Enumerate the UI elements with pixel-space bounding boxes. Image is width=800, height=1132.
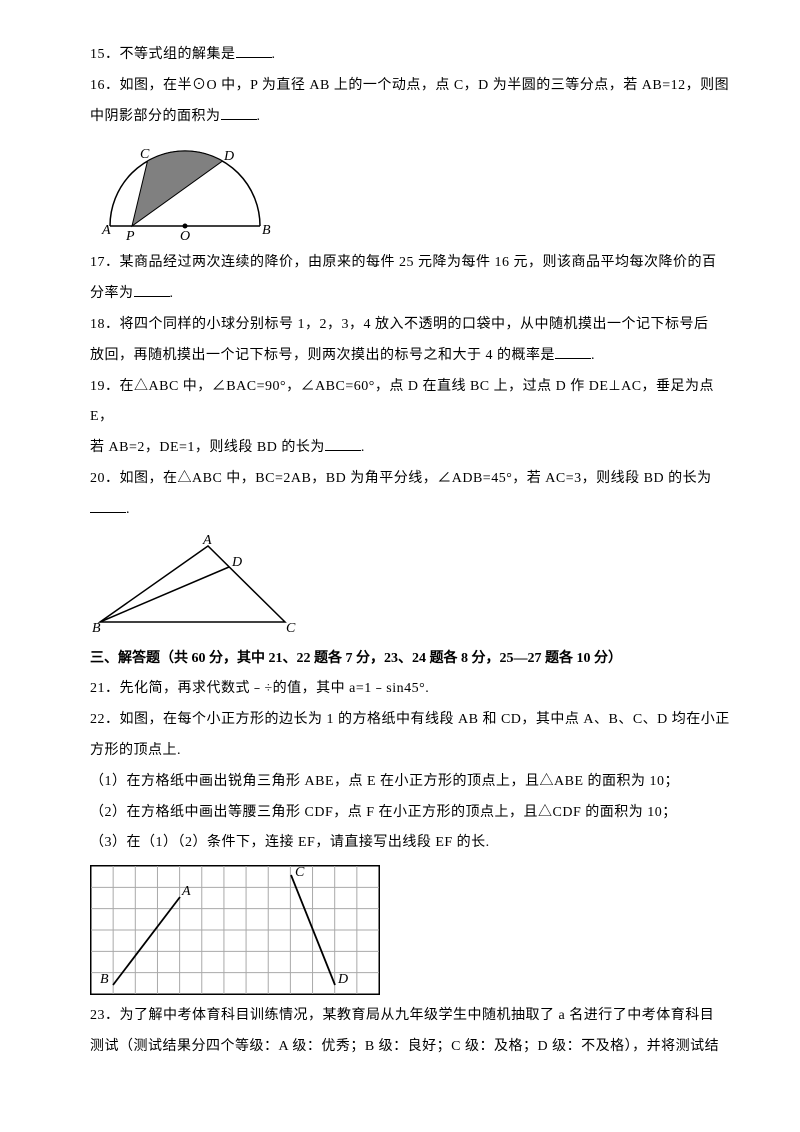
label-B2: B — [92, 621, 101, 636]
label-D3: D — [337, 972, 348, 987]
q18-line2-text: 放回，再随机摸出一个记下标号，则两次摸出的标号之和大于 4 的概率是 — [90, 348, 555, 363]
label-O: O — [180, 229, 190, 242]
q15-text: 15．不等式组的解集是 — [90, 47, 236, 62]
q20-figure: A B C D — [90, 532, 730, 636]
q22-line2: 方形的顶点上. — [90, 736, 730, 767]
q21: 21．先化简，再求代数式﹣÷的值，其中 a=1﹣sin45°. — [90, 674, 730, 705]
q20-blank — [90, 498, 126, 513]
q18-line1: 18．将四个同样的小球分别标号 1，2，3，4 放入不透明的口袋中，从中随机摸出… — [90, 310, 730, 341]
q22-item3: （3）在（1）（2）条件下，连接 EF，请直接写出线段 EF 的长. — [90, 828, 730, 859]
q16-line1: 16．如图，在半⊙O 中，P 为直径 AB 上的一个动点，点 C，D 为半圆的三… — [90, 71, 730, 102]
q16-figure: A B C D P O — [90, 138, 730, 242]
exam-page: 15．不等式组的解集是. 16．如图，在半⊙O 中，P 为直径 AB 上的一个动… — [0, 0, 800, 1132]
q23-line2: 测试（测试结果分四个等级：A 级：优秀；B 级：良好；C 级：及格；D 级：不及… — [90, 1032, 730, 1063]
q17-blank — [134, 282, 170, 297]
q17-line2-text: 分率为 — [90, 286, 134, 301]
q16-line2: 中阴影部分的面积为. — [90, 102, 730, 133]
q16-line2-text: 中阴影部分的面积为 — [90, 109, 221, 124]
label-A2: A — [202, 533, 212, 548]
q22-line1: 22．如图，在每个小正方形的边长为 1 的方格纸中有线段 AB 和 CD，其中点… — [90, 705, 730, 736]
q18-blank — [555, 344, 591, 359]
q17-line2: 分率为. — [90, 279, 730, 310]
label-P: P — [125, 229, 135, 242]
label-C3: C — [295, 865, 305, 880]
q23-line1: 23．为了解中考体育科目训练情况，某教育局从九年级学生中随机抽取了 a 名进行了… — [90, 1001, 730, 1032]
label-A: A — [101, 223, 111, 238]
section3-title: 三、解答题（共 60 分，其中 21、22 题各 7 分，23、24 题各 8 … — [90, 644, 730, 675]
label-C: C — [140, 147, 150, 162]
label-D2: D — [231, 555, 242, 570]
q22-item2: （2）在方格纸中画出等腰三角形 CDF，点 F 在小正方形的顶点上，且△CDF … — [90, 798, 730, 829]
q19-line2-text: 若 AB=2，DE=1，则线段 BD 的长为 — [90, 440, 325, 455]
q19-blank — [325, 436, 361, 451]
q22-figure: A B C D — [90, 865, 730, 995]
label-B: B — [262, 223, 271, 238]
label-B3: B — [100, 972, 109, 987]
q19-line2: 若 AB=2，DE=1，则线段 BD 的长为. — [90, 433, 730, 464]
q15-blank — [236, 43, 272, 58]
label-A3: A — [181, 884, 191, 899]
label-C2: C — [286, 621, 296, 636]
q19-line1: 19．在△ABC 中，∠BAC=90°，∠ABC=60°，点 D 在直线 BC … — [90, 372, 730, 434]
label-D: D — [223, 149, 234, 164]
q22-item1: （1）在方格纸中画出锐角三角形 ABE，点 E 在小正方形的顶点上，且△ABE … — [90, 767, 730, 798]
q20-text: 20．如图，在△ABC 中，BC=2AB，BD 为角平分线，∠ADB=45°，若… — [90, 471, 712, 486]
q18-line2: 放回，再随机摸出一个记下标号，则两次摸出的标号之和大于 4 的概率是. — [90, 341, 730, 372]
q16-blank — [221, 105, 257, 120]
q20: 20．如图，在△ABC 中，BC=2AB，BD 为角平分线，∠ADB=45°，若… — [90, 464, 730, 526]
q17-line1: 17．某商品经过两次连续的降价，由原来的每件 25 元降为每件 16 元，则该商… — [90, 248, 730, 279]
q15: 15．不等式组的解集是. — [90, 40, 730, 71]
